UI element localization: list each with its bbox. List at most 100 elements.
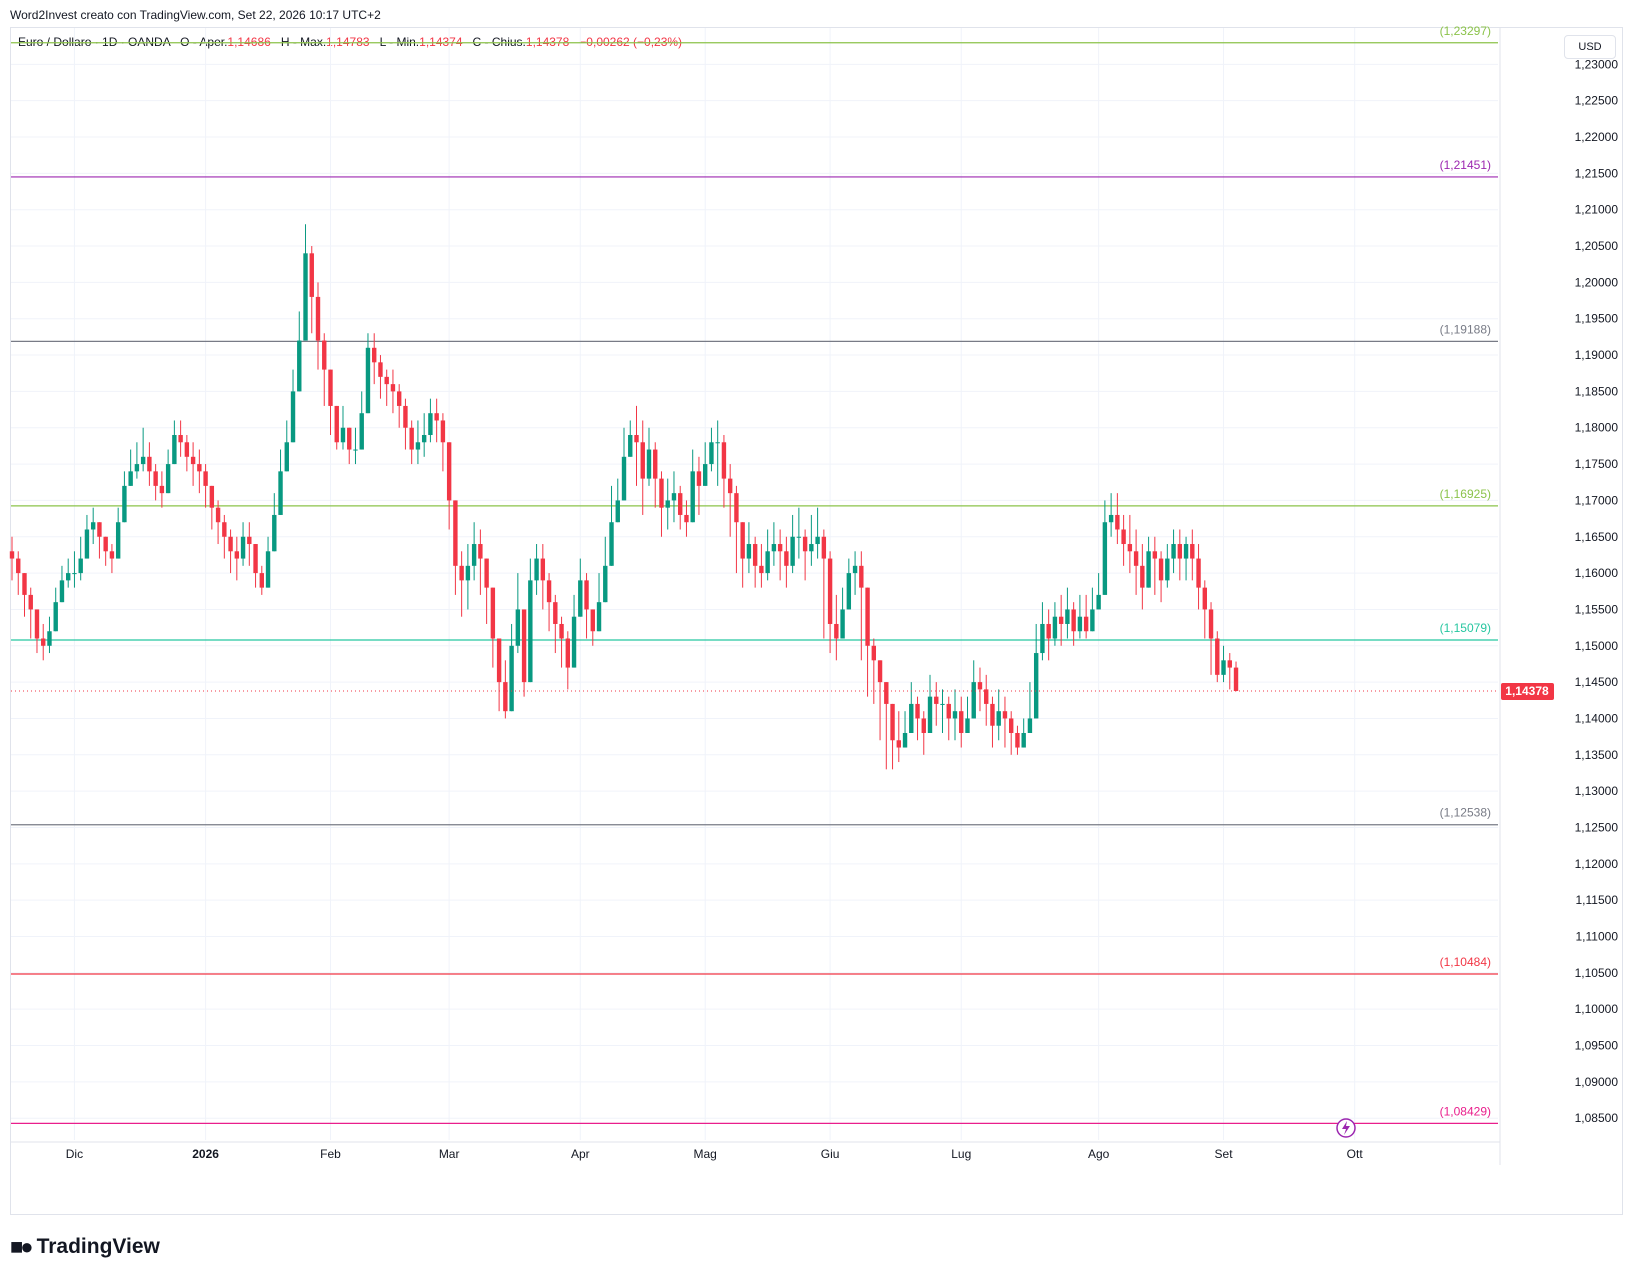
x-tick-label: Feb bbox=[320, 1147, 341, 1161]
candle-body bbox=[784, 551, 789, 566]
x-tick-label: Mar bbox=[439, 1147, 460, 1161]
candle-body bbox=[215, 507, 221, 523]
candle-body bbox=[1108, 514, 1114, 523]
y-tick-label: 1,09000 bbox=[1575, 1075, 1619, 1089]
y-tick-label: 1,18000 bbox=[1575, 421, 1619, 435]
candle-body bbox=[128, 471, 133, 486]
open-value: 1,14686 bbox=[227, 35, 271, 49]
y-tick-label: 1,17500 bbox=[1575, 457, 1619, 471]
candle-body bbox=[1127, 544, 1133, 552]
candle-body bbox=[197, 464, 202, 472]
candle-body bbox=[303, 253, 308, 341]
candle-body bbox=[428, 413, 433, 436]
candle-body bbox=[596, 602, 602, 632]
candle-body bbox=[984, 689, 989, 704]
candle-body bbox=[59, 580, 65, 603]
tradingview-logo[interactable]: ■● TradingView bbox=[10, 1234, 160, 1260]
low-label: L - Min. bbox=[379, 35, 420, 49]
candle-body bbox=[971, 682, 976, 719]
last-price-tag bbox=[1501, 682, 1554, 700]
candle-body bbox=[184, 442, 190, 457]
candle-body bbox=[559, 623, 564, 639]
ohlc-legend: Euro / Dollaro · 1D · OANDA O - Aper.1,1… bbox=[18, 35, 682, 49]
x-tick-label: Lug bbox=[951, 1147, 971, 1161]
tradingview-logo-icon: ■● bbox=[10, 1234, 34, 1259]
candle-body bbox=[234, 551, 240, 559]
candle-body bbox=[721, 442, 727, 479]
candle-body bbox=[97, 522, 102, 537]
candle-body bbox=[484, 558, 489, 588]
candle-body bbox=[1196, 558, 1201, 588]
candle-body bbox=[546, 580, 552, 603]
candle-body bbox=[977, 682, 983, 690]
candle-body bbox=[90, 522, 96, 530]
high-label: H - Max. bbox=[280, 35, 327, 49]
candle-body bbox=[509, 645, 514, 712]
candle-body bbox=[877, 660, 883, 683]
candle-body bbox=[446, 442, 452, 501]
candle-body bbox=[1046, 623, 1051, 639]
candle-body bbox=[22, 573, 27, 595]
candle-body bbox=[1121, 529, 1126, 545]
candle-body bbox=[222, 522, 227, 537]
candle-body bbox=[759, 565, 764, 574]
x-tick-label: Ago bbox=[1088, 1147, 1110, 1161]
currency-button[interactable]: USD bbox=[1564, 35, 1616, 59]
candle-body bbox=[365, 347, 371, 414]
candle-body bbox=[565, 638, 571, 668]
candle-body bbox=[1208, 609, 1214, 639]
candle-body bbox=[1009, 718, 1014, 733]
candle-body bbox=[347, 427, 352, 450]
candle-body bbox=[515, 609, 521, 646]
candle-body bbox=[471, 544, 477, 566]
x-tick-label: Giu bbox=[821, 1147, 840, 1161]
y-tick-label: 1,19000 bbox=[1575, 348, 1619, 362]
candle-body bbox=[240, 536, 246, 559]
candle-body bbox=[1133, 551, 1139, 566]
y-tick-label: 1,16500 bbox=[1575, 530, 1619, 544]
candle-body bbox=[409, 427, 414, 450]
y-tick-label: 1,13500 bbox=[1575, 748, 1619, 762]
candle-body bbox=[684, 514, 689, 523]
candle-body bbox=[871, 645, 877, 661]
candle-body bbox=[440, 420, 446, 443]
symbol-name[interactable]: Euro / Dollaro · 1D · OANDA bbox=[18, 35, 171, 49]
candle-body bbox=[584, 580, 589, 610]
candle-body bbox=[1190, 544, 1195, 559]
candle-body bbox=[1052, 616, 1058, 639]
candle-body bbox=[84, 529, 90, 559]
candle-body bbox=[66, 573, 71, 581]
candle-body bbox=[802, 536, 808, 552]
candle-body bbox=[752, 544, 758, 566]
chart-caption: Word2Invest creato con TradingView.com, … bbox=[10, 8, 381, 22]
candle-body bbox=[34, 609, 40, 639]
candle-body bbox=[265, 551, 271, 588]
chart-frame bbox=[10, 27, 1623, 1215]
level-label: (1,12538) bbox=[1440, 806, 1491, 820]
candle-body bbox=[715, 442, 720, 444]
candle-body bbox=[434, 413, 439, 421]
candle-body bbox=[490, 587, 496, 639]
candle-body bbox=[1102, 522, 1108, 595]
candle-body bbox=[396, 391, 402, 406]
candle-body bbox=[846, 573, 852, 610]
candle-body bbox=[115, 522, 121, 559]
lightning-icon-glyph bbox=[1342, 1121, 1350, 1135]
candle-body bbox=[852, 565, 858, 574]
candle-body bbox=[940, 703, 945, 705]
level-label: (1,08429) bbox=[1440, 1104, 1491, 1118]
candle-body bbox=[771, 544, 777, 552]
candle-body bbox=[815, 536, 820, 545]
candle-body bbox=[865, 587, 870, 646]
level-label: (1,10484) bbox=[1440, 955, 1491, 969]
candle-body bbox=[665, 500, 670, 508]
candle-body bbox=[247, 536, 252, 545]
candle-body bbox=[1140, 565, 1145, 588]
candle-body bbox=[159, 485, 165, 494]
candle-body bbox=[796, 536, 802, 538]
y-tick-label: 1,20500 bbox=[1575, 239, 1619, 253]
candle-body bbox=[702, 464, 708, 486]
candle-body bbox=[328, 369, 333, 406]
candle-body bbox=[140, 456, 146, 465]
